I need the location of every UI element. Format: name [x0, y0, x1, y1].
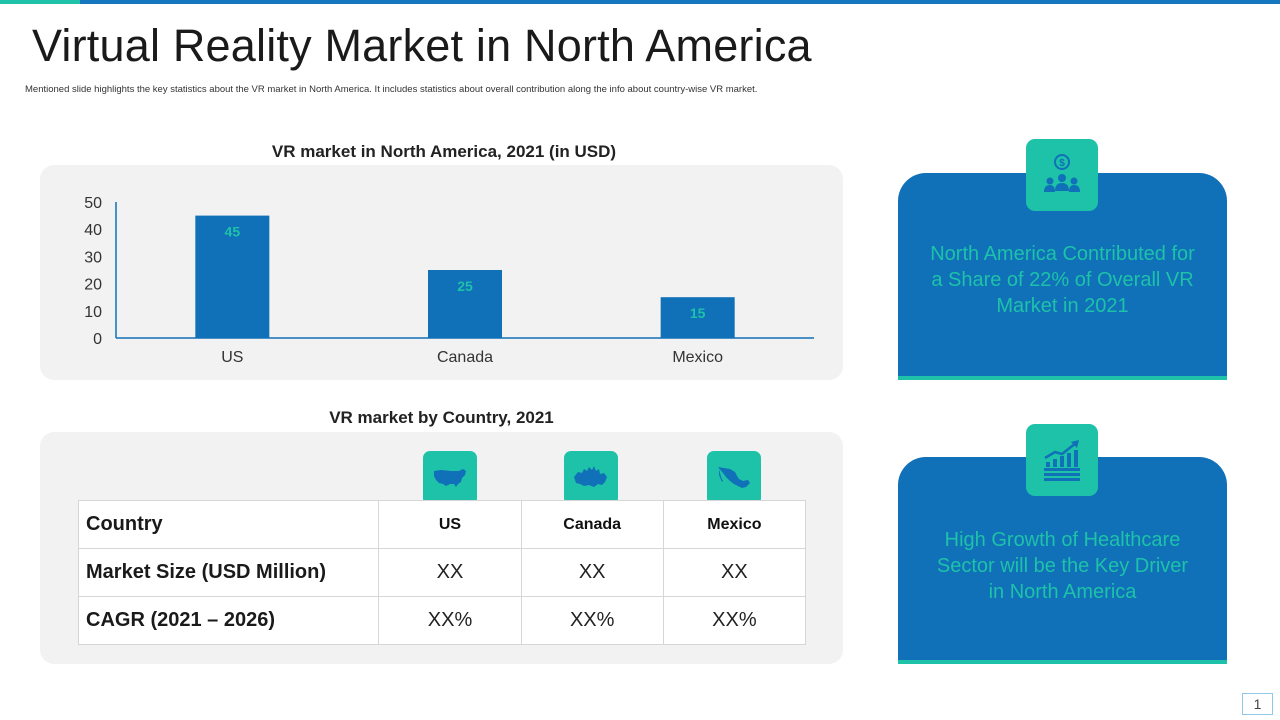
header-country: Country [77, 500, 380, 549]
bar-us [195, 215, 270, 338]
growth-card-text: High Growth of Healthcare Sector will be… [936, 529, 1189, 603]
table-header-row: Country US Canada Mexico [77, 500, 807, 549]
canada-map-icon [574, 466, 607, 487]
us-map-tile [423, 451, 477, 505]
cell-market-size-us: XX [378, 548, 522, 597]
mexico-map-icon [718, 467, 750, 488]
share-card-text: North America Contributed for a Share of… [930, 243, 1195, 317]
data-label: 45 [225, 224, 241, 240]
us-map-icon [434, 469, 466, 487]
page-number: 1 [1242, 693, 1273, 715]
bar-chart: 0 10 20 30 40 50 45 US 25 Canada 15 Mexico [84, 195, 814, 366]
x-tick-label: Mexico [672, 349, 723, 366]
growth-chart-icon-tile [1026, 424, 1098, 496]
row-label-cagr: CAGR (2021 – 2026) [77, 596, 380, 645]
slide-title: Virtual Reality Market in North America [32, 20, 812, 71]
slide-subtitle: Mentioned slide highlights the key stati… [25, 84, 758, 95]
bar-mexico [660, 297, 735, 338]
cell-cagr-canada: XX% [520, 596, 664, 645]
chart-title: VR market in North America, 2021 (in USD… [271, 142, 617, 161]
mexico-map-tile [707, 451, 761, 505]
y-tick-label: 50 [84, 195, 102, 212]
header-canada: Canada [520, 500, 664, 549]
bar-canada [428, 270, 502, 338]
table-row: CAGR (2021 – 2026) XX% XX% XX% [77, 596, 807, 645]
table-row: Market Size (USD Million) XX XX XX [77, 548, 807, 597]
top-bar-accent [0, 0, 80, 4]
y-tick-label: 30 [84, 249, 102, 266]
y-tick-label: 10 [84, 304, 102, 321]
header-us: US [378, 500, 522, 549]
growth-chart-icon [1044, 440, 1080, 481]
table-title: VR market by Country, 2021 [329, 408, 554, 427]
x-tick-label: Canada [437, 349, 493, 366]
header-mexico: Mexico [662, 500, 807, 549]
y-tick-label: 40 [84, 222, 102, 239]
dollar-people-icon-tile: $ [1026, 139, 1098, 211]
row-label-market-size: Market Size (USD Million) [77, 548, 380, 597]
canada-map-tile [564, 451, 618, 505]
cell-market-size-mexico: XX [662, 548, 807, 597]
svg-text:$: $ [1059, 158, 1065, 169]
growth-card: High Growth of Healthcare Sector will be… [898, 457, 1227, 664]
y-tick-label: 20 [84, 277, 102, 294]
y-tick-label: 0 [93, 331, 102, 348]
dollar-people-icon: $ [1044, 154, 1080, 192]
cell-cagr-mexico: XX% [662, 596, 807, 645]
cell-market-size-canada: XX [520, 548, 664, 597]
market-table: Country US Canada Mexico Market Size (US… [77, 500, 807, 645]
top-bar [0, 0, 1280, 4]
data-label: 15 [690, 305, 706, 321]
cell-cagr-us: XX% [378, 596, 522, 645]
x-tick-label: US [221, 349, 243, 366]
data-label: 25 [457, 278, 473, 294]
